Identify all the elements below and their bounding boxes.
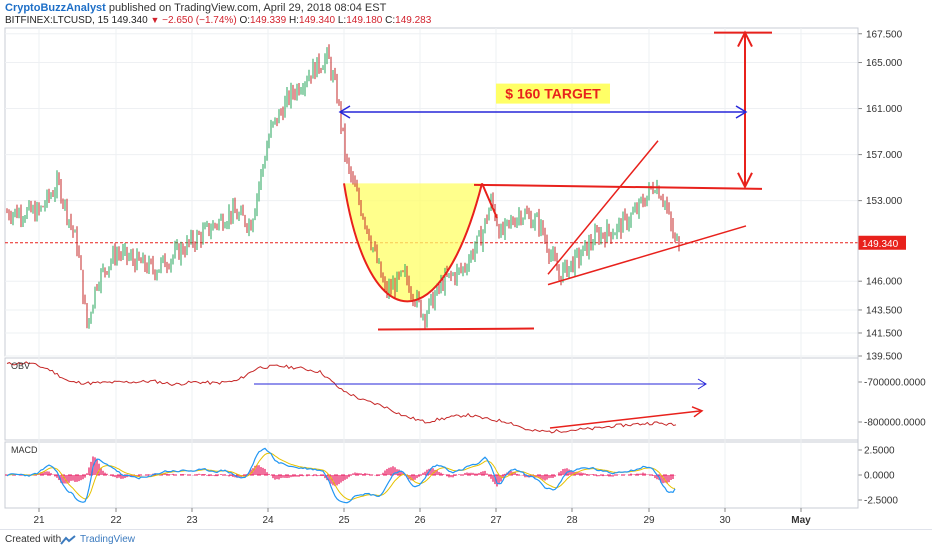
ohlc-line: BITFINEX:LTCUSD, 15 149.340 ▼ −2.650 (−1… <box>5 15 431 26</box>
tradingview-brand[interactable]: TradingView <box>80 534 136 545</box>
target-label: $ 160 TARGET <box>505 86 601 102</box>
published-text: published on TradingView.com, April 29, … <box>108 2 387 14</box>
close-label: C: <box>385 15 396 26</box>
obv-pane-border <box>4 357 859 441</box>
date-tick-label: 24 <box>262 515 274 526</box>
date-tick-label: 30 <box>719 515 731 526</box>
neckline <box>473 183 763 190</box>
price-tick-label: 161.000 <box>866 104 903 115</box>
author-name[interactable]: CryptoBuzzAnalyst <box>5 2 106 14</box>
tradingview-logo-icon <box>60 535 76 545</box>
price-tick-label: 167.500 <box>866 29 903 40</box>
chart-axes: 167.500 165.000 161.000 157.000 153.000 146.0… <box>5 28 926 526</box>
close-value: 149.283 <box>395 15 432 26</box>
price-tick-label: 146.000 <box>866 277 903 288</box>
projection-arrowhead-right <box>735 105 748 119</box>
date-tick-label: 29 <box>643 515 655 526</box>
price-tick-label: 143.500 <box>866 305 903 316</box>
macd-pane: MACD <box>5 445 676 504</box>
symbol-label: BITFINEX:LTCUSD, 15 <box>5 15 109 26</box>
high-label: H: <box>288 15 299 26</box>
obv-red-arrowhead <box>691 406 704 418</box>
obv-title: OBV <box>11 361 30 371</box>
last-price-tag <box>858 235 906 250</box>
wedge-upper-line <box>547 140 659 275</box>
down-triangle-icon: ▼ <box>150 15 160 25</box>
obv-blue-arrowhead <box>697 378 707 390</box>
chart-canvas[interactable]: OBV MACD $ 160 TARGET 167.500 165.000 161.… <box>0 0 932 530</box>
obv-tick-label: -800000.0000 <box>864 418 926 429</box>
open-label: O: <box>239 15 250 26</box>
macd-line <box>6 447 676 504</box>
date-tick-label: 25 <box>338 515 350 526</box>
price-tick-label: 165.000 <box>866 58 903 69</box>
support-line <box>377 327 535 331</box>
target-arrowhead-down <box>737 172 753 190</box>
macd-signal-line <box>6 452 676 501</box>
price-tick-label: 157.000 <box>866 150 903 161</box>
cup-pattern <box>344 183 482 302</box>
open-value: 149.339 <box>250 15 287 26</box>
obv-tick-label: -700000.0000 <box>864 378 926 389</box>
price-change: −2.650 (−1.74%) <box>162 15 237 26</box>
last-price: 149.340 <box>111 15 148 26</box>
macd-tick-label: -2.5000 <box>864 496 898 507</box>
obv-pane: OBV <box>6 361 677 434</box>
macd-title: MACD <box>11 445 38 455</box>
low-value: 149.180 <box>346 15 383 26</box>
cup-curve <box>343 183 483 303</box>
price-tick-label: 141.500 <box>866 328 903 339</box>
obv-line <box>6 361 677 434</box>
chart-header: CryptoBuzzAnalyst published on TradingVi… <box>0 0 932 28</box>
date-tick-label: 21 <box>33 515 45 526</box>
macd-tick-label: 0.0000 <box>864 471 895 482</box>
created-with-text: Created with <box>5 534 62 545</box>
date-tick-label: 28 <box>566 515 578 526</box>
macd-tick-label: 2.5000 <box>864 446 895 457</box>
price-tick-label: 153.000 <box>866 196 903 207</box>
publisher-line: CryptoBuzzAnalyst published on TradingVi… <box>5 2 386 14</box>
price-tick-label: 139.500 <box>866 352 903 363</box>
cup-fill <box>344 183 482 302</box>
target-label-bg <box>496 83 610 104</box>
projection-arrowhead-left <box>338 105 351 119</box>
high-value: 149.340 <box>298 15 336 26</box>
date-tick-label: 27 <box>490 515 502 526</box>
date-tick-label: 23 <box>186 515 198 526</box>
date-tick-label: May <box>791 515 811 526</box>
drawing-annotations: $ 160 TARGET <box>254 30 772 429</box>
low-label: L: <box>337 15 347 26</box>
date-tick-label: 26 <box>414 515 426 526</box>
price-candles <box>6 44 680 330</box>
obv-red-arrow <box>549 410 703 429</box>
date-tick-label: 22 <box>110 515 122 526</box>
wedge-lower-line <box>547 225 747 286</box>
last-price-tag-label: 149.340 <box>862 239 899 250</box>
footer-bar: Created with TradingView <box>0 529 932 550</box>
handle-line <box>481 182 498 219</box>
